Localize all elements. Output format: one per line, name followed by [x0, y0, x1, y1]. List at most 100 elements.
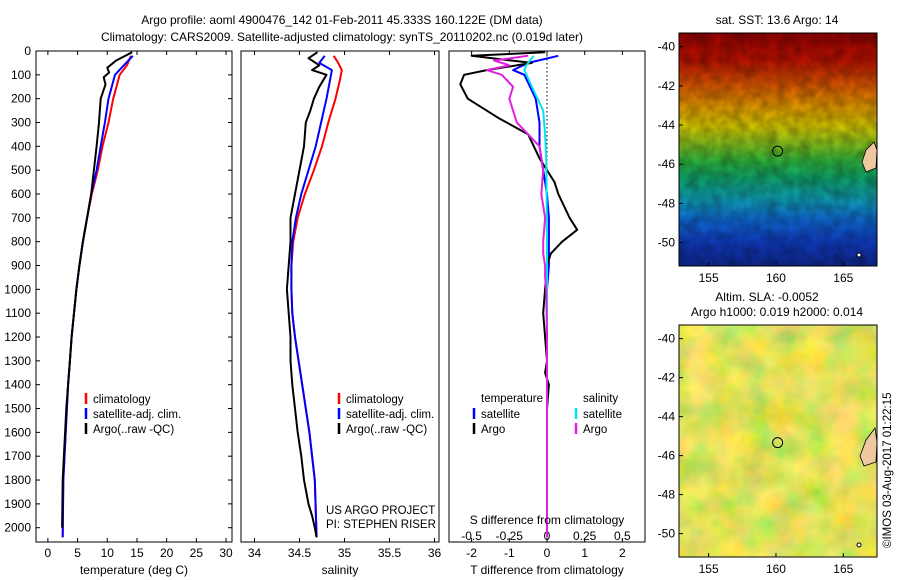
difference-legend: temperature salinity satellite Argo satellit…: [472, 393, 622, 436]
sst-map-xtick-label-1: 160: [766, 271, 786, 285]
depth-tick-label-5: 500: [11, 163, 31, 177]
s-difference-tick-label-3: 0.25: [573, 529, 597, 543]
sla-map-ytick-label-2: -44: [658, 410, 676, 424]
sla-map-ytick-label-3: -46: [658, 449, 676, 463]
difference-xtick-label-4: 2: [619, 546, 626, 560]
sla-map-ytick-label-0: -40: [658, 332, 676, 346]
sst-island: [856, 252, 862, 258]
difference-line-3: [485, 54, 548, 538]
salinity-legend-label-0: climatology: [346, 394, 404, 406]
salinity-series: [285, 51, 343, 538]
salinity-line-2: [285, 51, 328, 538]
depth-tick-label-0: 0: [24, 44, 31, 58]
depth-tick-label-1: 100: [11, 68, 31, 82]
s-difference-tick-label-1: -0.25: [496, 529, 524, 543]
salinity-xtick-label-1: 34.5: [288, 546, 312, 560]
salinity-xtick-label-0: 34: [248, 546, 262, 560]
salinity-axes-box: [240, 50, 440, 543]
s-difference-tick-label-0: -0.5: [461, 529, 482, 543]
depth-tick-label-11: 1100: [5, 306, 31, 320]
depth-tick-label-16: 1600: [4, 425, 31, 439]
sst-map-axes: -40 -42 -44 -46 -48 -50 155 160 165: [658, 40, 854, 285]
pi-annotation: PI: STEPHEN RISER: [326, 519, 436, 531]
sla-map-xtick-label-1: 160: [766, 562, 786, 576]
salinity-xlabel: salinity: [322, 563, 359, 577]
temperature-legend-label-2: Argo(..raw -QC): [93, 424, 174, 436]
sla-map-ytick-label-4: -48: [658, 488, 676, 502]
sst-map-ytick-label-0: -40: [658, 40, 676, 54]
difference-xtick-label-1: -1: [504, 546, 515, 560]
difference-xtick-label-0: -2: [466, 546, 477, 560]
sla-field: [679, 325, 877, 557]
salinity-x-axis: 34 34.5 35 35.5 36: [248, 51, 442, 560]
s-difference-tick-label-4: 0.5: [614, 529, 631, 543]
depth-tick-label-3: 300: [11, 116, 31, 130]
salinity-legend: climatology satellite-adj. clim. Argo(..ra…: [337, 393, 434, 436]
temperature-xtick-label-4: 20: [160, 546, 174, 560]
sst-map-xtick-label-2: 165: [833, 271, 853, 285]
sla-map-xtick-label-0: 155: [699, 562, 719, 576]
sla-map-xtick-label-2: 165: [833, 562, 853, 576]
imos-credit: ©IMOS 03-Aug-2017 01:22:15: [882, 392, 894, 548]
sst-map-ytick-label-5: -50: [658, 236, 676, 250]
temperature-legend-label-0: climatology: [93, 394, 151, 406]
temperature-legend-label-1: satellite-adj. clim.: [93, 409, 181, 421]
difference-salinity-legend-label-0: satellite: [583, 409, 622, 421]
sla-map-title-1: Altim. SLA: -0.0052: [715, 290, 819, 304]
temperature-xtick-label-6: 30: [219, 546, 233, 560]
title-line-1: Argo profile: aoml 4900476_142 01-Feb-20…: [141, 13, 542, 27]
salinity-xtick-label-3: 35.5: [378, 546, 402, 560]
depth-tick-label-12: 1200: [4, 330, 31, 344]
sla-map-ytick-label-5: -50: [658, 527, 676, 541]
depth-tick-label-9: 900: [11, 259, 31, 273]
sst-map-ytick-label-1: -42: [658, 79, 676, 93]
temperature-xtick-label-5: 25: [190, 546, 204, 560]
depth-tick-label-18: 1800: [4, 473, 31, 487]
salinity-legend-label-1: satellite-adj. clim.: [346, 409, 434, 421]
difference-series: [459, 51, 579, 538]
temperature-panel: 0100200300400500600700800900100011001200…: [4, 44, 645, 577]
temperature-series: [61, 51, 134, 538]
temperature-legend: climatology satellite-adj. clim. Argo(..ra…: [84, 393, 181, 436]
difference-salinity-legend-label-1: Argo: [583, 424, 607, 436]
salinity-xtick-label-2: 35: [338, 546, 352, 560]
temperature-xtick-label-1: 5: [74, 546, 81, 560]
salinity-legend-label-2: Argo(..raw -QC): [346, 424, 427, 436]
difference-legend-temperature-heading: temperature: [481, 393, 543, 405]
difference-x-axis: -2 -1 0 1 2-0.5 -0.25 0 0.25 0.5: [461, 51, 631, 560]
sst-texture: [679, 33, 877, 266]
temperature-xtick-label-3: 15: [130, 546, 144, 560]
salinity-line-1: [290, 55, 333, 538]
depth-tick-label-4: 400: [11, 139, 31, 153]
temperature-xtick-label-0: 0: [45, 546, 52, 560]
sla-map-axes: -40 -42 -44 -46 -48 -50 155 160 165: [658, 332, 854, 576]
temperature-x-axis: 0 5 10 15 20 25 30: [45, 51, 233, 560]
sla-argo-location-marker: [772, 437, 784, 449]
depth-tick-label-19: 1900: [4, 497, 31, 511]
depth-tick-label-2: 200: [11, 92, 31, 106]
difference-temperature-legend-label-1: Argo: [481, 424, 505, 436]
sla-map-title-2: Argo h1000: 0.019 h2000: 0.014: [691, 305, 863, 319]
depth-tick-label-7: 700: [11, 211, 31, 225]
salinity-xtick-label-4: 36: [428, 546, 442, 560]
temperature-xtick-label-2: 10: [101, 546, 115, 560]
s-difference-label: S difference from climatology: [470, 513, 625, 527]
temperature-xlabel: temperature (deg C): [80, 563, 188, 577]
difference-xtick-label-2: 0: [544, 546, 551, 560]
sla-map-ytick-label-1: -42: [658, 371, 676, 385]
sst-map-ytick-label-2: -44: [658, 118, 676, 132]
difference-legend-salinity-heading: salinity: [583, 393, 618, 405]
sst-coastline: [861, 141, 878, 173]
depth-tick-label-13: 1300: [4, 354, 31, 368]
sst-map: sat. SST: 13.6 Argo: 14 -40-42-44-46-48-…: [658, 13, 878, 285]
sla-map: Altim. SLA: -0.0052 Argo h1000: 0.019 h2…: [658, 290, 878, 576]
title-line-2: Climatology: CARS2009. Satellite-adjuste…: [101, 30, 583, 44]
sst-argo-location-marker: [772, 145, 784, 157]
depth-tick-label-15: 1500: [4, 402, 31, 416]
sst-map-ytick-label-4: -48: [658, 196, 676, 210]
temperature-line-2: [61, 51, 133, 528]
difference-panel: -2 -1 0 1 2-0.5 -0.25 0 0.25 0.5 S difference fr…: [448, 50, 646, 577]
sla-coastline: [859, 426, 878, 467]
sst-map-ytick-label-3: -46: [658, 157, 676, 171]
salinity-panel: 34 34.5 35 35.5 36 salinity climatology satel…: [240, 50, 442, 577]
